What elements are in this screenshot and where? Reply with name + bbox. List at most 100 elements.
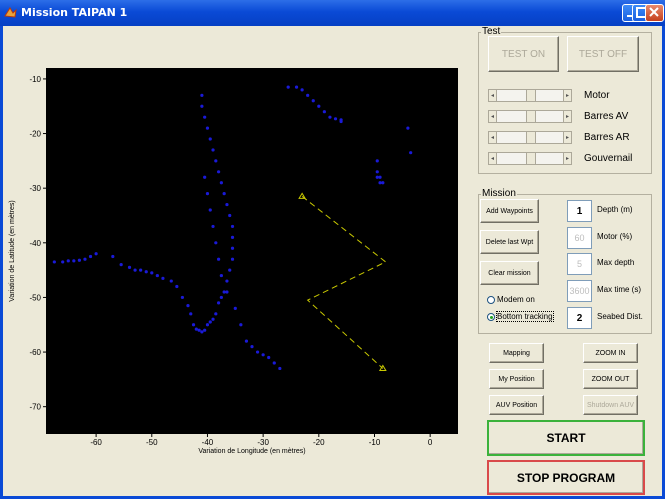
track-point (208, 208, 212, 212)
track-point (230, 235, 235, 239)
track-point (261, 353, 265, 357)
track-point (250, 344, 254, 349)
x-tick-label: -50 (146, 438, 158, 447)
track-point (88, 254, 93, 259)
param-label: Max depth (597, 258, 635, 267)
arrow-right-icon[interactable]: ▸ (563, 89, 572, 102)
slider-3[interactable]: ◂ ▸ (488, 131, 572, 144)
track-point (186, 304, 190, 308)
mapping-button[interactable]: Mapping (489, 343, 544, 363)
slider-thumb[interactable] (526, 131, 536, 144)
track-point (317, 104, 321, 108)
y-tick-label: -50 (29, 293, 41, 302)
arrow-right-icon[interactable]: ▸ (563, 110, 572, 123)
track-point (119, 263, 123, 267)
track-point (300, 88, 304, 92)
param-label: Depth (m) (597, 205, 633, 214)
y-tick-label: -20 (29, 130, 41, 139)
arrow-right-icon[interactable]: ▸ (563, 131, 572, 144)
arrow-left-icon[interactable]: ◂ (488, 152, 497, 165)
track-point (225, 290, 229, 294)
param-field[interactable]: 60 (567, 227, 592, 249)
track-point (222, 192, 226, 196)
track-point (219, 181, 223, 185)
track-point (228, 213, 232, 218)
x-tick-label: -20 (313, 438, 325, 447)
x-tick-label: -40 (202, 438, 214, 447)
track-point (161, 276, 165, 280)
param-field[interactable]: 3600 (567, 280, 592, 302)
stop-program-button[interactable]: STOP PROGRAM (487, 460, 645, 495)
zoom-in-button[interactable]: ZOOM IN (583, 343, 638, 363)
slider-2[interactable]: ◂ ▸ (488, 110, 572, 123)
param-field[interactable]: 5 (567, 253, 592, 275)
track-point (225, 202, 229, 207)
window-title: Mission TAIPAN 1 (21, 6, 128, 19)
shutdown-auv-button[interactable]: Shutdown AUV (583, 395, 638, 415)
modem-on-label: Modem on (497, 295, 535, 304)
param-field[interactable]: 1 (567, 200, 592, 222)
track-point (214, 312, 218, 316)
add-waypoints-button[interactable]: Add Waypoints (480, 199, 539, 223)
track-point (225, 279, 229, 283)
track-point (144, 270, 148, 274)
clear-mission-button[interactable]: Clear mission (480, 261, 539, 285)
track-point (228, 268, 232, 272)
track-point (200, 104, 204, 108)
track-point (205, 192, 210, 196)
title-bar: Mission TAIPAN 1 (0, 0, 665, 26)
track-point (230, 257, 235, 261)
arrow-left-icon[interactable]: ◂ (488, 89, 497, 102)
plot-background (46, 68, 458, 434)
track-point (211, 317, 215, 321)
track-point (175, 284, 179, 289)
track-point (197, 328, 201, 332)
track-point (61, 260, 65, 264)
auv-position-button[interactable]: AUV Position (489, 395, 544, 415)
slider-1[interactable]: ◂ ▸ (488, 89, 572, 102)
track-point (77, 258, 82, 262)
track-point (219, 295, 223, 300)
slider-label: Gouvernail (584, 153, 633, 164)
arrow-right-icon[interactable]: ▸ (563, 152, 572, 165)
slider-thumb[interactable] (526, 152, 536, 165)
delete-last-waypoint-button[interactable]: Delete last Wpt (480, 230, 539, 254)
track-point (211, 148, 215, 152)
zoom-out-button[interactable]: ZOOM OUT (583, 369, 638, 389)
track-point (66, 259, 70, 263)
track-point (216, 170, 221, 174)
track-point (233, 306, 237, 310)
test-on-button[interactable]: TEST ON (488, 36, 559, 72)
arrow-left-icon[interactable]: ◂ (488, 110, 497, 123)
map-plot[interactable] (46, 68, 458, 434)
modem-on-radio[interactable] (487, 296, 495, 304)
test-panel (478, 32, 652, 174)
y-axis-label: Variation de Latitude (en mètres) (9, 200, 16, 301)
track-point (333, 117, 338, 121)
matlab-icon (4, 7, 17, 18)
my-position-button[interactable]: My Position (489, 369, 544, 389)
bottom-tracking-radio[interactable] (487, 313, 495, 321)
arrow-left-icon[interactable]: ◂ (488, 131, 497, 144)
track-point (239, 323, 243, 327)
slider-4[interactable]: ◂ ▸ (488, 152, 572, 165)
track-point (214, 159, 218, 163)
slider-label: Motor (584, 90, 610, 101)
plot-svg (46, 68, 458, 434)
track-point (378, 181, 382, 185)
track-point (244, 339, 249, 343)
track-point (200, 93, 204, 97)
track-point (203, 175, 207, 179)
mission-panel (478, 194, 652, 334)
param-field[interactable]: 2 (567, 307, 592, 329)
start-button[interactable]: START (487, 420, 645, 456)
waypoint-path (301, 195, 387, 369)
close-button[interactable] (645, 4, 664, 22)
slider-thumb[interactable] (526, 89, 536, 102)
track-point (230, 224, 235, 229)
track-point (339, 119, 343, 124)
track-point (83, 257, 87, 261)
slider-thumb[interactable] (526, 110, 536, 123)
slider-label: Barres AR (584, 132, 630, 143)
test-off-button[interactable]: TEST OFF (567, 36, 639, 72)
